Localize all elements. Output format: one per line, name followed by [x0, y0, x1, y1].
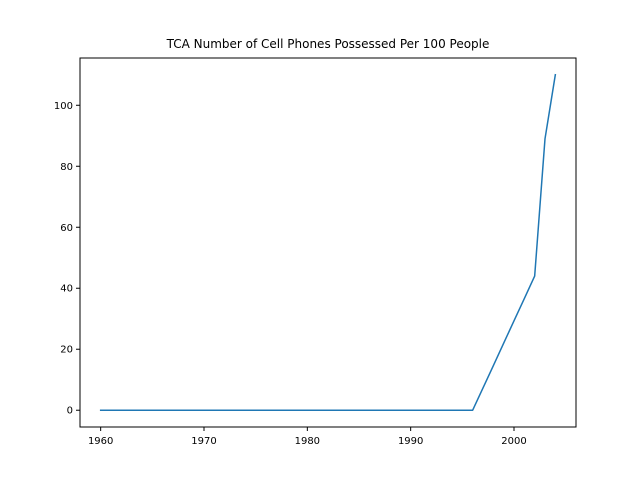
y-tick-label: 20	[60, 345, 73, 356]
y-tick-label: 80	[60, 162, 73, 173]
plot-area	[99, 73, 557, 411]
x-tick-label: 1980	[295, 436, 320, 447]
x-axis: 1960 1970 1980 1990 2000	[88, 427, 527, 447]
y-tick-label: 0	[67, 406, 73, 417]
x-tick-label: 1960	[88, 436, 113, 447]
y-tick-label: 40	[60, 284, 73, 295]
plot-frame	[79, 57, 577, 428]
chart-title: TCA Number of Cell Phones Possessed Per …	[166, 37, 490, 51]
y-tick-label: 60	[60, 223, 73, 234]
x-tick-label: 1970	[191, 436, 216, 447]
x-tick-label: 1990	[398, 436, 423, 447]
y-axis: 0 20 40 60 80 100	[54, 101, 80, 417]
x-tick-label: 2000	[501, 436, 526, 447]
y-tick-label: 100	[54, 101, 73, 112]
series-line	[99, 73, 557, 411]
